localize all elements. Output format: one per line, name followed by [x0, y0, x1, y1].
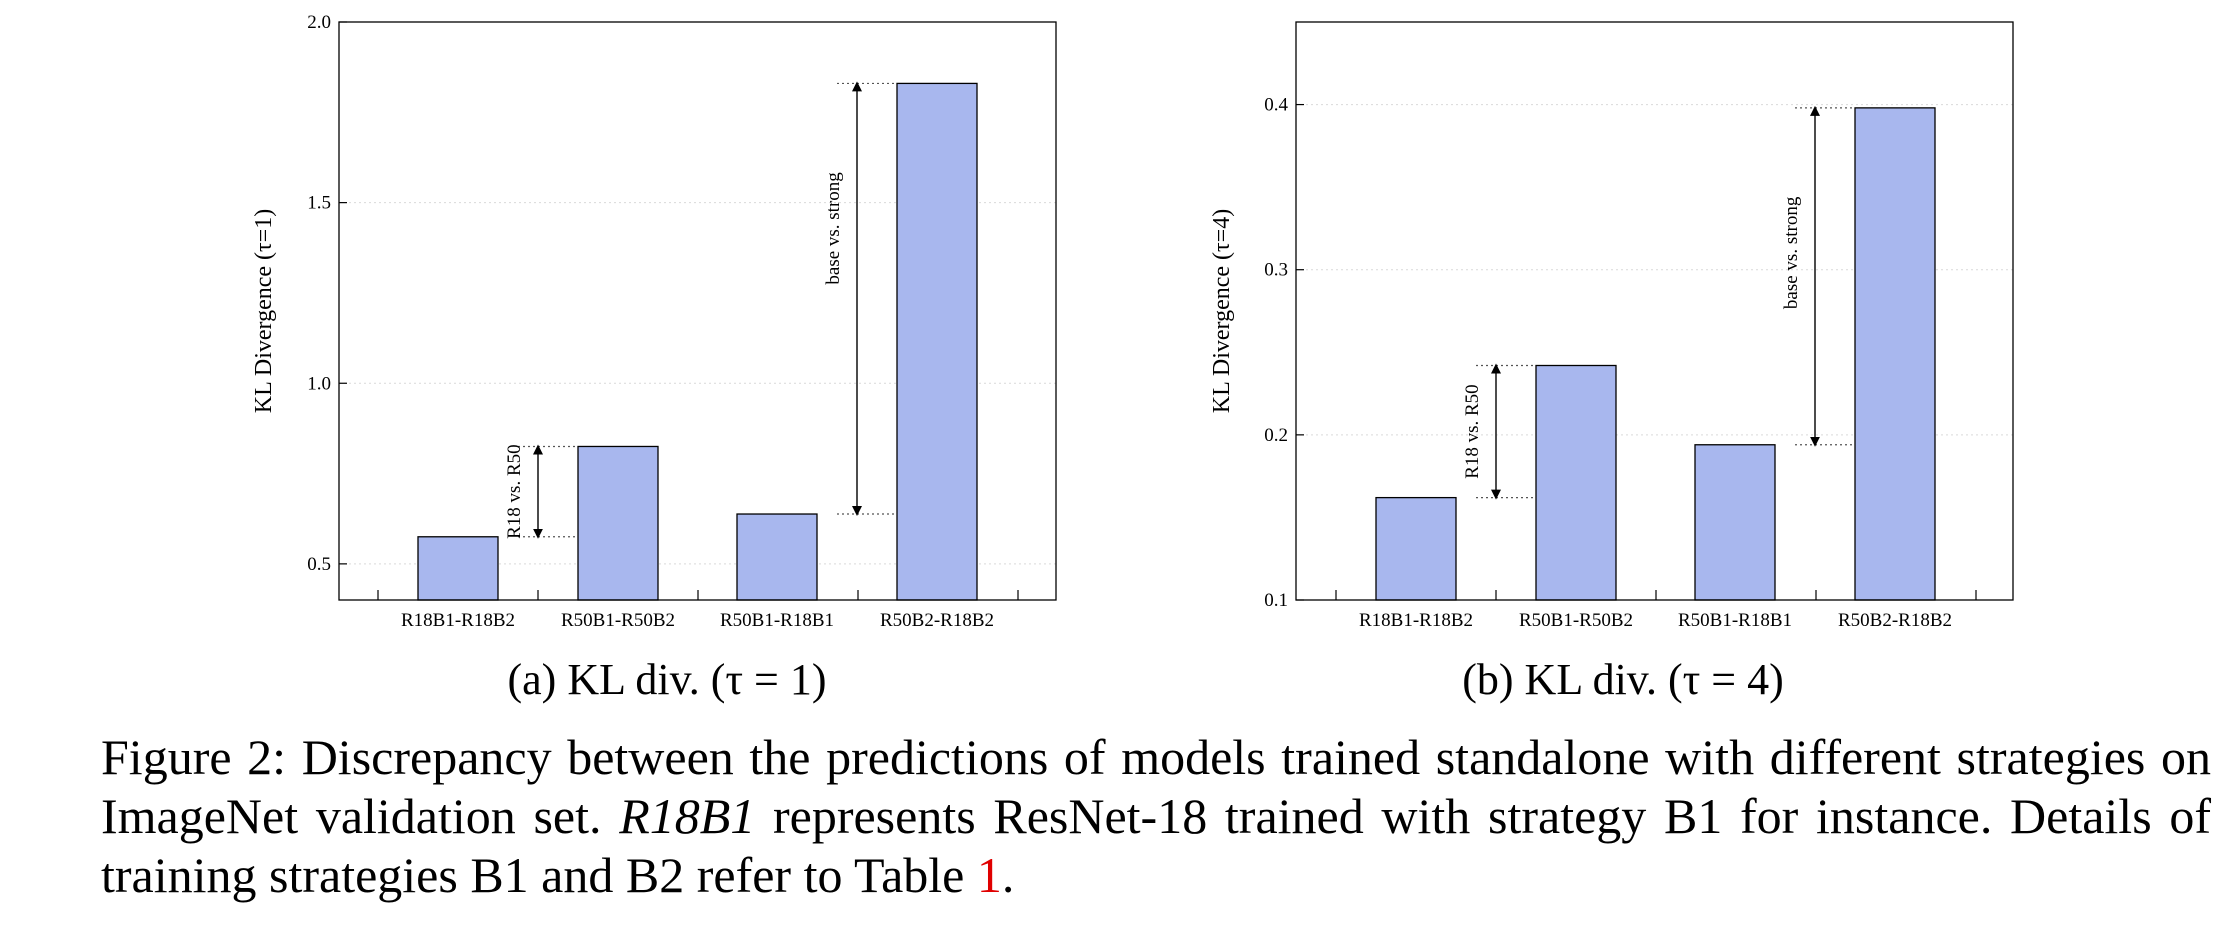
- annotation-label: base vs. strong: [823, 172, 844, 285]
- y-tick-label: 0.4: [1264, 95, 1288, 116]
- y-tick-label: 0.2: [1264, 425, 1288, 446]
- caption-part-2: represents ResNet-18 trained with strate…: [101, 788, 2211, 903]
- y-axis-label: KL Divergence (τ=4): [1209, 209, 1235, 413]
- plot-frame: [1295, 21, 2014, 601]
- x-category-label: R50B1-R50B2: [1519, 610, 1633, 631]
- x-category-label: R18B1-R18B2: [401, 610, 515, 631]
- subcaption: (a) KL div. (τ = 1): [507, 655, 826, 704]
- bar: [896, 82, 978, 601]
- y-tick-label: 0.3: [1264, 260, 1288, 281]
- chart-panel-1: 0.5 1.0 1.5 2.0 R18B1-R18B2 R50B1-R50B2 R50B1-…: [251, 12, 1057, 704]
- x-category-label: R18B1-R18B2: [1359, 610, 1473, 631]
- bar: [577, 445, 659, 601]
- annotation-label: R18 vs. R50: [504, 444, 525, 539]
- x-category-label: R50B2-R18B2: [1838, 610, 1952, 631]
- bar: [417, 536, 499, 601]
- chart-panel-2: 0.1 0.2 0.3 0.4 R18B1-R18B2 R50B1-R50B2 R50B1-…: [1209, 21, 2014, 704]
- y-tick-label: 1.0: [307, 373, 331, 394]
- caption-italic-term: R18B1: [619, 788, 756, 844]
- bar: [1694, 444, 1776, 601]
- x-category-label: R50B1-R18B1: [1678, 610, 1792, 631]
- y-tick-label: 1.5: [307, 193, 331, 214]
- y-axis-label: KL Divergence (τ=1): [251, 209, 277, 413]
- x-category-label: R50B1-R18B1: [720, 610, 834, 631]
- caption-part-1: Figure 2: Discrepancy between the predic…: [101, 729, 2211, 844]
- y-tick-label: 0.1: [1264, 590, 1288, 611]
- bar: [736, 513, 818, 601]
- x-category-label: R50B1-R50B2: [561, 610, 675, 631]
- bar: [1375, 496, 1457, 601]
- annotation-label: R18 vs. R50: [1462, 384, 1483, 479]
- annotation-label: base vs. strong: [1781, 196, 1802, 309]
- bar: [1854, 107, 1936, 601]
- bar: [1535, 364, 1617, 601]
- caption-part-3: .: [1001, 847, 1015, 903]
- caption-table-ref[interactable]: 1: [976, 847, 1002, 903]
- figure-caption: Figure 2: Discrepancy between the predic…: [101, 728, 2211, 905]
- x-category-label: R50B2-R18B2: [880, 610, 994, 631]
- y-tick-label: 0.5: [307, 554, 331, 575]
- y-tick-label: 2.0: [307, 12, 331, 33]
- subcaption: (b) KL div. (τ = 4): [1462, 655, 1784, 704]
